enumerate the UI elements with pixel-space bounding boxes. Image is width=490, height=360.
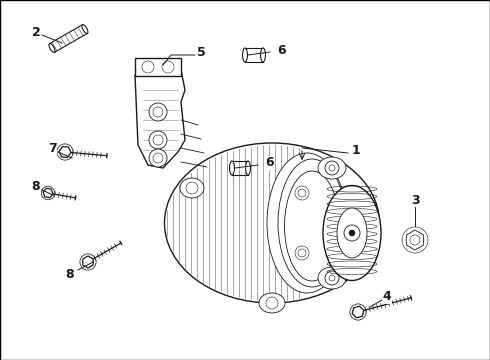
Ellipse shape [323,185,381,280]
Ellipse shape [267,153,347,293]
Ellipse shape [318,267,346,289]
Ellipse shape [49,44,55,53]
Polygon shape [59,147,71,157]
Ellipse shape [337,208,367,258]
Text: 3: 3 [411,194,419,207]
Circle shape [325,161,339,175]
Polygon shape [352,306,364,318]
Ellipse shape [180,178,204,198]
Ellipse shape [318,157,346,179]
Circle shape [149,149,167,167]
Text: 4: 4 [383,291,392,303]
Text: 8: 8 [32,180,40,194]
Ellipse shape [82,24,88,33]
Circle shape [349,230,355,236]
Circle shape [149,131,167,149]
Text: 6: 6 [277,45,286,58]
Text: 8: 8 [66,267,74,280]
Ellipse shape [245,161,250,175]
Circle shape [325,271,339,285]
FancyBboxPatch shape [135,58,181,76]
Polygon shape [406,230,424,250]
Ellipse shape [295,186,309,200]
Text: 1: 1 [352,144,361,157]
Circle shape [149,103,167,121]
Text: 2: 2 [32,27,40,40]
Ellipse shape [165,143,379,303]
Ellipse shape [278,159,346,287]
Polygon shape [83,256,93,268]
Ellipse shape [259,293,285,313]
Ellipse shape [261,48,266,62]
Ellipse shape [243,48,247,62]
Polygon shape [43,188,53,198]
Text: 7: 7 [48,141,56,154]
Polygon shape [135,70,185,168]
Ellipse shape [229,161,234,175]
Text: 6: 6 [265,157,273,170]
Text: 5: 5 [197,46,206,59]
Ellipse shape [295,246,309,260]
